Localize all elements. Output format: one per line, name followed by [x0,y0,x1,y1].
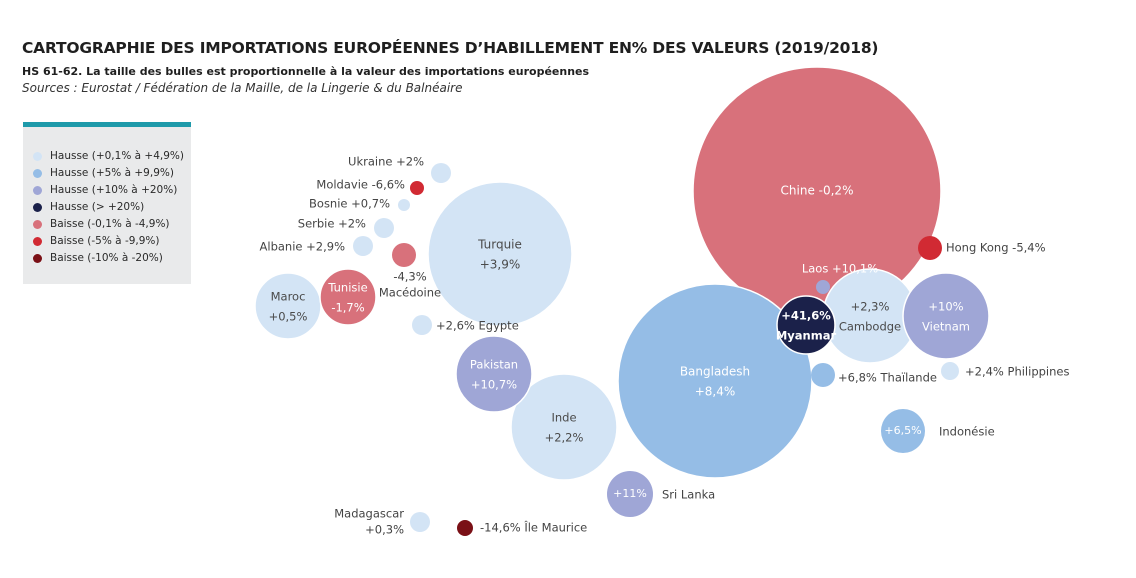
legend-item: Baisse (-10% à -20%) [33,251,163,265]
bubble-tunisie [319,268,377,326]
bubble-value: +6,5% [884,424,921,437]
bubble-thailande [811,363,835,387]
bubble-ukraine [431,163,451,183]
bubble-label: +2,6% Egypte [436,319,519,333]
bubble-label: Hong Kong -5,4% [946,241,1046,255]
bubble-indonesie [881,409,925,453]
bubble-madagascar [410,512,430,532]
legend-swatch [33,185,42,195]
bubble-ile-maurice [457,520,473,536]
bubble-label: Sri Lanka [662,488,715,502]
bubble-label: Indonésie [939,425,995,439]
bubble-label: Cambodge [839,320,901,334]
bubble-label: Bangladesh [680,365,750,379]
legend-item: Hausse (> +20%) [33,200,144,214]
bubble-label: Madagascar [334,507,404,521]
bubble-label: Vietnam [922,320,970,334]
legend-item: Baisse (-0,1% à -4,9%) [33,217,170,231]
bubble-turquie [427,181,573,327]
bubble-label: Serbie +2% [298,217,366,231]
bubble-label: +10% [928,300,963,314]
bubble-label: +3,9% [480,258,521,272]
legend-label: Baisse (-0,1% à -4,9%) [50,218,170,230]
bubble-label: Turquie [477,238,522,252]
legend-item: Hausse (+10% à +20%) [33,183,177,197]
chart-subtitle: HS 61-62. La taille des bulles est propo… [22,65,590,78]
bubble-laos [816,280,830,294]
bubble-value: +0,3% [365,523,404,537]
bubble-vietnam [902,272,990,360]
legend-swatch [33,168,42,178]
bubble-label: Tunisie [327,281,367,295]
bubble-label: Macédoine [379,286,441,300]
legend-swatch [33,236,42,246]
bubble-label: Bosnie +0,7% [309,197,390,211]
bubble-label: -1,7% [331,301,364,315]
bubble-serbie [374,218,394,238]
bubble-label: +6,8% Thaïlande [838,371,937,385]
bubble-label: +41,6% [781,309,831,323]
legend-swatch [33,253,42,263]
bubble-label: Laos +10,1% [802,262,878,276]
bubble-hong-kong [918,236,942,260]
legend: Hausse (+0,1% à +4,9%) Hausse (+5% à +9,9… [23,122,191,284]
bubble-maroc [254,272,322,340]
legend-label: Hausse (+5% à +9,9%) [50,167,174,179]
chart-title: CARTOGRAPHIE DES IMPORTATIONS EUROPÉENNE… [22,39,879,57]
bubble-label: +0,5% [269,310,308,324]
bubble-label: Moldavie -6,6% [316,178,405,192]
legend-item: Baisse (-5% à -9,9%) [33,234,160,248]
bubble-label: +2,3% [851,300,890,314]
bubble-label: Maroc [271,290,306,304]
legend-label: Hausse (+10% à +20%) [50,184,178,196]
bubble-egypte [412,315,432,335]
bubble-label: +2,4% Philippines [965,365,1069,379]
legend-label: Baisse (-10% à -20%) [50,252,163,264]
chart-sources: Sources : Eurostat / Fédération de la Ma… [22,81,463,95]
bubble-pakistan [455,335,533,413]
bubble-label: +10,7% [471,378,517,392]
bubble-macedoine [392,243,416,267]
legend-label: Hausse (> +20%) [50,201,145,213]
bubble-value: +11% [613,487,647,500]
bubble-value: -4,3% [393,270,426,284]
bubble-bangladesh [617,283,813,479]
bubble-label: Chine -0,2% [781,184,854,198]
bubble-inde [510,373,618,481]
bubble-myanmar [776,295,836,355]
bubble-label: -14,6% Île Maurice [480,520,587,535]
bubble-albanie [353,236,373,256]
legend-swatch [33,202,42,212]
bubble-label: Myanmar [776,329,837,343]
legend-item: Hausse (+5% à +9,9%) [33,166,174,180]
legend-swatch [33,151,42,161]
bubble-label: Albanie +2,9% [260,240,346,254]
bubble-label: Ukraine +2% [348,155,424,169]
bubble-label: Pakistan [470,358,518,372]
legend-item: Hausse (+0,1% à +4,9%) [33,149,184,163]
legend-swatch [33,219,42,229]
bubble-moldavie [410,181,424,195]
bubble-label: +2,2% [545,431,584,445]
legend-label: Baisse (-5% à -9,9%) [50,235,160,247]
bubble-label: +8,4% [695,385,736,399]
bubble-sri-lanka [607,471,653,517]
bubble-philippines [941,362,959,380]
legend-label: Hausse (+0,1% à +4,9%) [50,150,184,162]
bubble-label: Inde [551,411,576,425]
bubble-bosnie [398,199,410,211]
